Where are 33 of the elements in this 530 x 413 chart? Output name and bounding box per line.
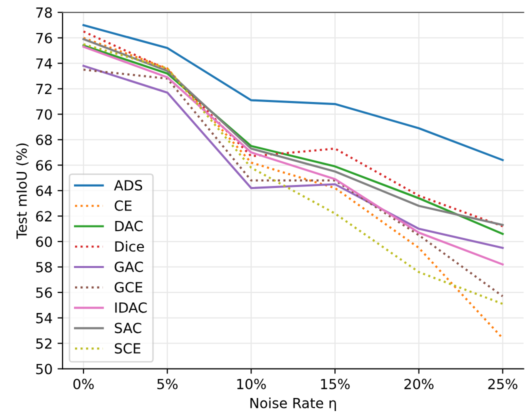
y-tick-label: 72 (36, 84, 52, 94)
y-tick-label: 68 (36, 134, 52, 146)
y-tick-label: 70 (36, 109, 52, 120)
x-tick-label: 0% (73, 378, 94, 390)
legend-label: ADS (114, 180, 142, 191)
y-tick-label: 54 (36, 313, 52, 324)
y-tick-label: 66 (36, 160, 52, 171)
line-series (82, 24, 504, 162)
legend-label: Dice (115, 240, 144, 252)
y-tick-label: 78 (36, 7, 52, 18)
y-tick-label: 56 (36, 287, 52, 298)
x-axis-title: Noise Rate η (250, 398, 336, 411)
legend-label: GAC (114, 262, 143, 272)
x-tick-label: 10% (237, 378, 266, 390)
y-tick-label: 76 (36, 32, 52, 44)
legend-label: SCE (114, 343, 140, 354)
legend-label: IDAC (115, 302, 147, 313)
y-tick-label: 52 (36, 338, 52, 349)
y-axis-title: Test mIoU (%) (16, 144, 29, 239)
y-tick-label: 58 (36, 262, 52, 272)
legend-label: SAC (114, 322, 142, 334)
y-tick-label: 74 (36, 58, 52, 69)
legend-label: GCE (114, 282, 142, 292)
y-tick-label: 60 (36, 236, 52, 247)
x-tick-label: 5% (157, 378, 178, 390)
x-tick-label: 15% (321, 378, 350, 390)
x-tick-label: 25% (488, 378, 518, 390)
x-tick-label: 20% (404, 378, 434, 390)
y-tick-label: 62 (36, 211, 52, 222)
y-tick-label: 50 (36, 364, 52, 374)
legend-label: CE (114, 200, 132, 211)
y-tick-label: 64 (36, 186, 52, 196)
legend-label: DAC (115, 220, 143, 232)
